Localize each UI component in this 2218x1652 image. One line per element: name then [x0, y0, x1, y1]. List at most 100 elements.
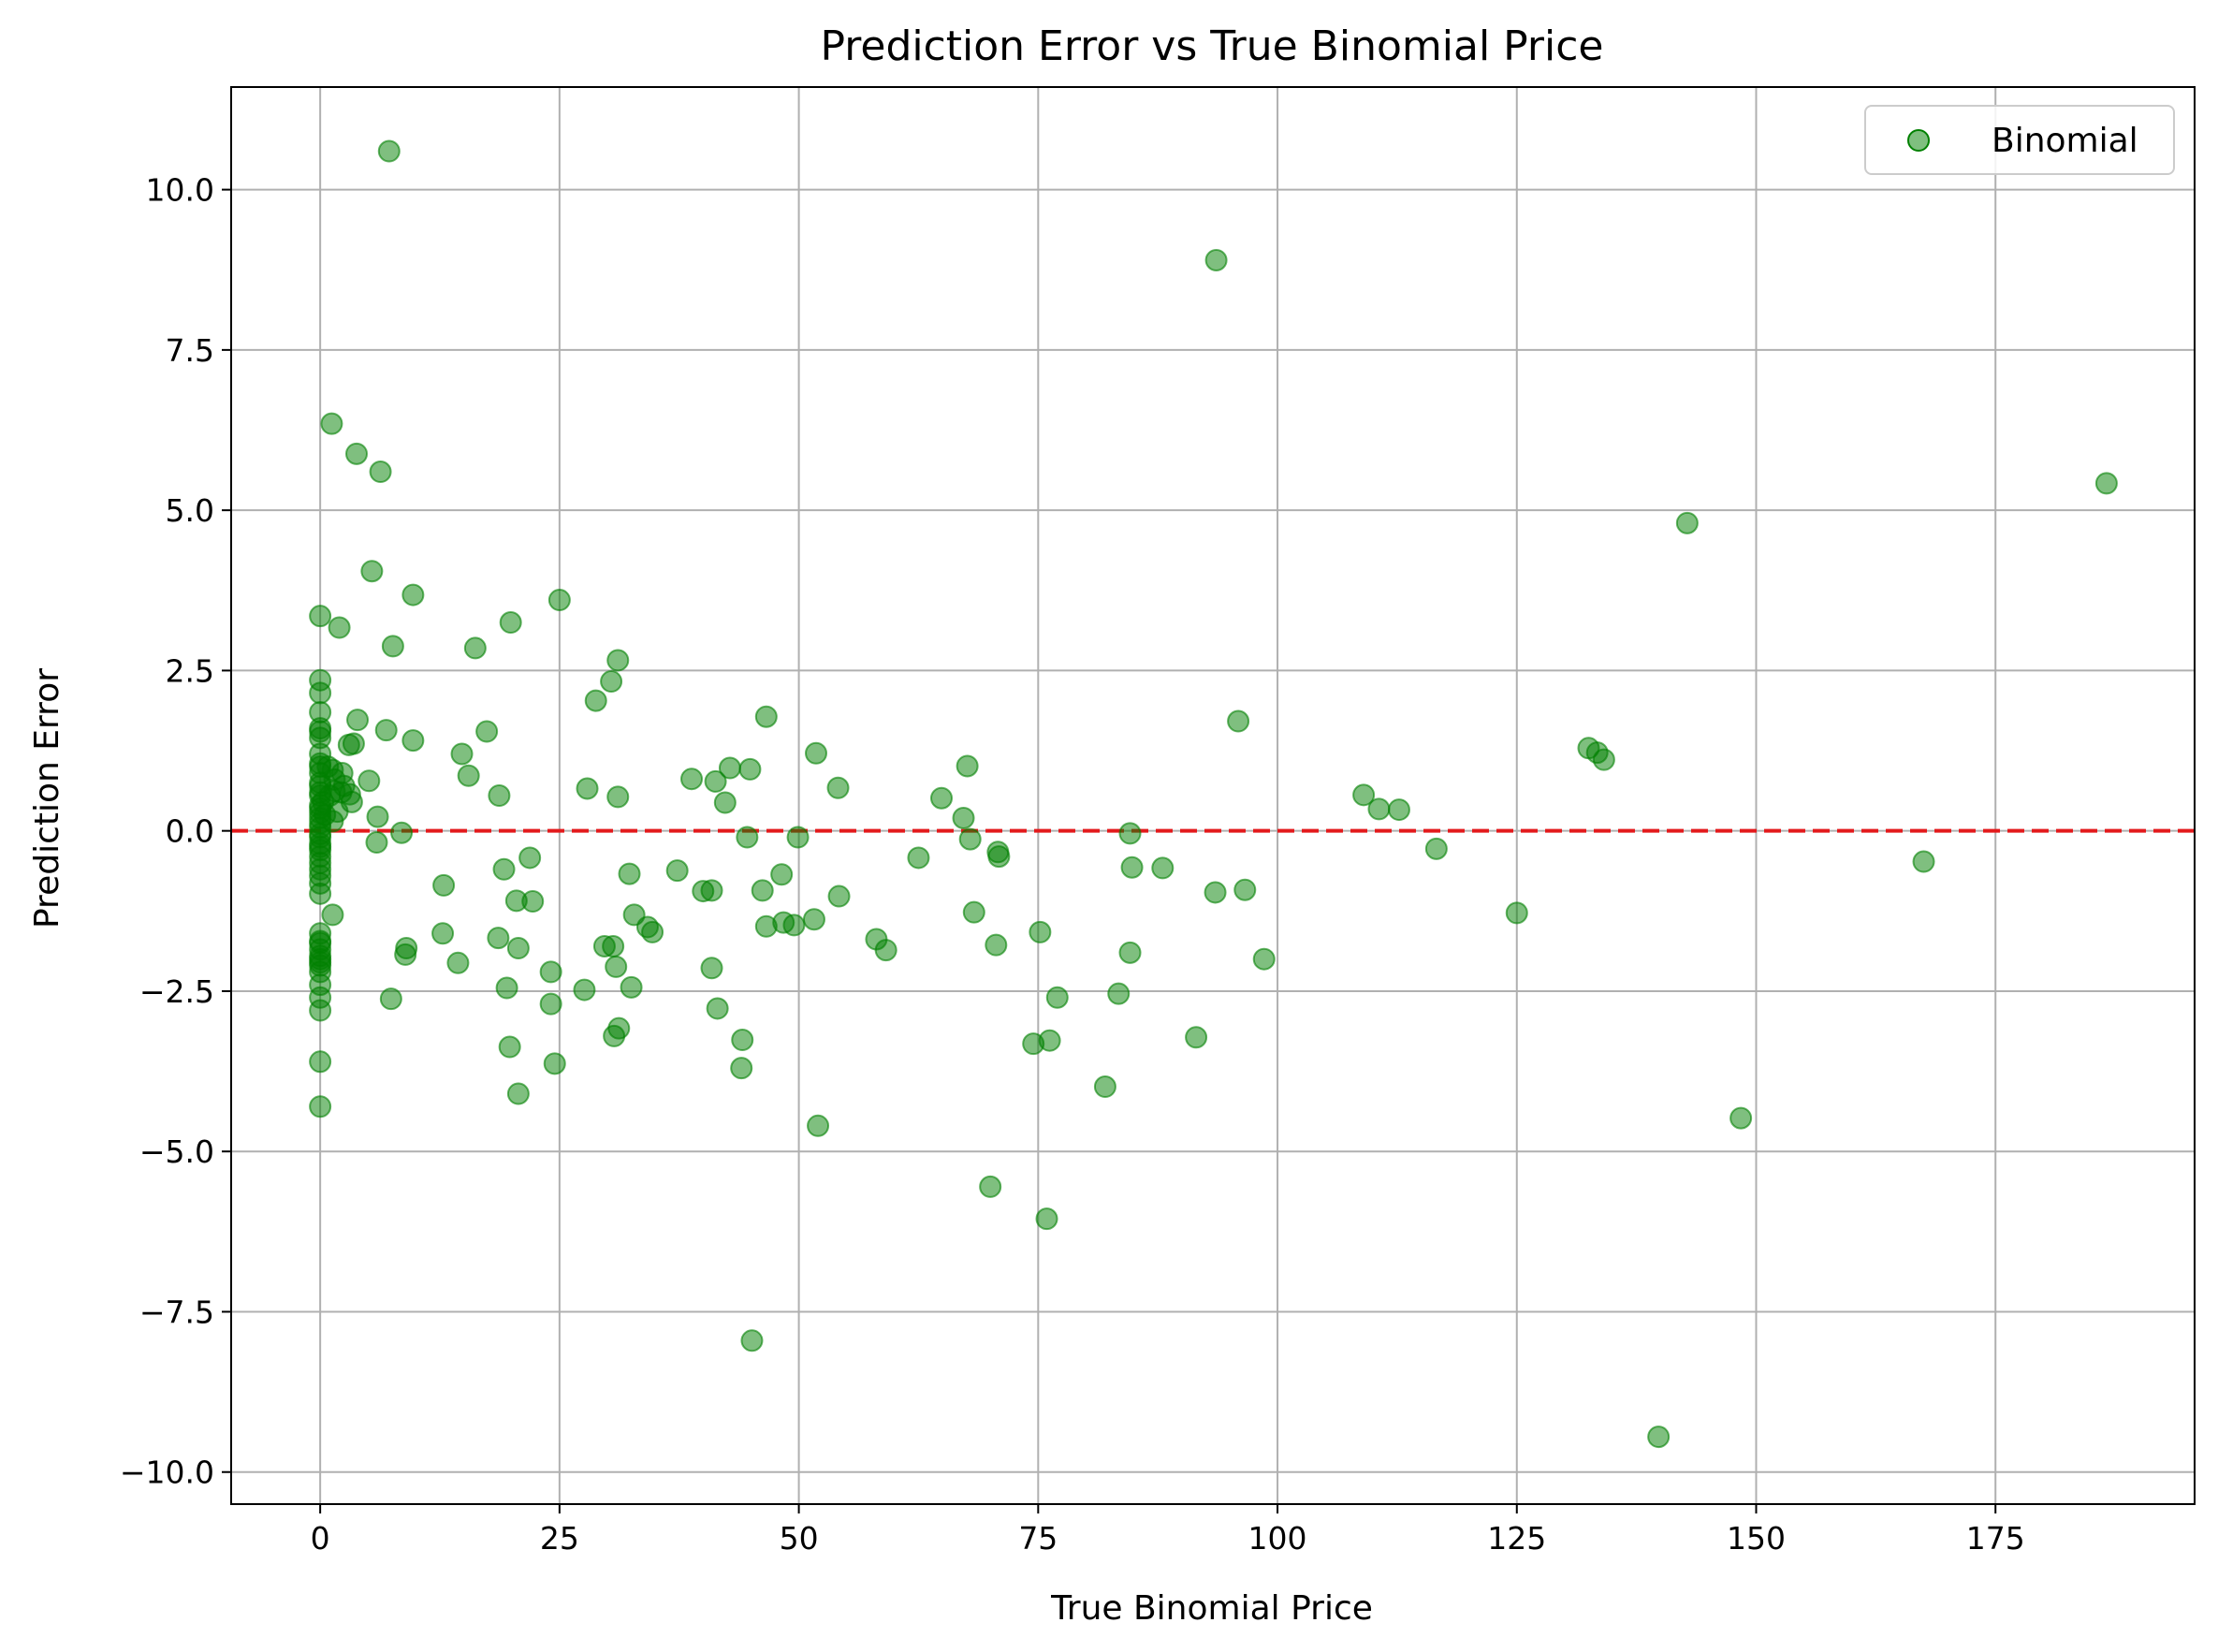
scatter-point [431, 922, 455, 945]
scatter-point [369, 461, 392, 484]
scatter-point [379, 987, 402, 1011]
y-tick-label: −10.0 [120, 1455, 214, 1491]
scatter-point [952, 806, 975, 829]
y-axis-label: Prediction Error [28, 668, 66, 928]
scatter-point [345, 442, 369, 465]
x-tick-label: 150 [1727, 1520, 1786, 1557]
scatter-point [547, 589, 571, 612]
scatter-point [381, 635, 404, 658]
scatter-point [329, 781, 353, 804]
scatter-point [573, 978, 596, 1001]
scatter-point [401, 729, 425, 753]
scatter-point [360, 560, 384, 583]
scatter-point [450, 742, 474, 766]
scatter-point [521, 890, 545, 914]
y-tick-label: −5.0 [139, 1133, 214, 1170]
scatter-point [802, 908, 825, 931]
scatter-point [907, 846, 930, 870]
scatter-point [1093, 1075, 1116, 1099]
scatter-point [874, 939, 897, 962]
scatter-point [704, 769, 727, 793]
scatter-point [680, 768, 704, 791]
scatter-point [394, 943, 417, 966]
scatter-point [1107, 982, 1131, 1005]
scatter-point [605, 955, 628, 978]
scatter-point [706, 997, 729, 1020]
scatter-point [457, 764, 480, 787]
scatter-point [463, 636, 487, 660]
y-tick-label: −7.5 [139, 1294, 214, 1330]
scatter-point [1729, 1106, 1753, 1130]
x-tick-label: 100 [1248, 1520, 1307, 1557]
chart-title: Prediction Error vs True Binomial Price [820, 22, 1603, 70]
scatter-point [1387, 798, 1410, 822]
scatter-point [1424, 837, 1448, 860]
scatter-point [1505, 901, 1528, 925]
scatter-point [487, 927, 510, 950]
scatter-point [979, 1175, 1002, 1198]
scatter-point [358, 769, 381, 793]
scatter-point [700, 957, 723, 980]
scatter-point [328, 616, 351, 639]
x-tick-label: 50 [780, 1520, 819, 1557]
scatter-point [618, 862, 641, 885]
y-tick-label: 5.0 [166, 492, 214, 529]
scatter-point [740, 1329, 764, 1352]
scatter-point [1675, 511, 1699, 534]
scatter-point [499, 611, 522, 635]
scatter-point [962, 900, 985, 924]
scatter-point [488, 784, 511, 807]
scatter-point [309, 605, 332, 628]
scatter-point [1118, 941, 1142, 964]
scatter-point [786, 826, 810, 849]
scatter-point [309, 720, 332, 743]
scatter-point [495, 976, 518, 1000]
scatter-point [432, 873, 456, 897]
scatter-point [518, 846, 542, 870]
y-tick-label: 2.5 [166, 652, 214, 689]
scatter-point [309, 999, 332, 1022]
scatter-point [1118, 822, 1142, 845]
scatter-point [1647, 1425, 1671, 1449]
scatter-point [603, 1024, 626, 1047]
scatter-point [1185, 1026, 1208, 1049]
scatter-point [539, 992, 562, 1016]
scatter-point [2094, 472, 2118, 495]
scatter-point [987, 845, 1011, 869]
legend-label-binomial: Binomial [1992, 122, 2138, 160]
scatter-point [321, 903, 344, 927]
grid [231, 87, 2195, 1504]
scatter-point [956, 754, 979, 778]
y-tick-label: 10.0 [146, 172, 214, 209]
scatter-point [1367, 797, 1391, 821]
scatter-point [1204, 881, 1227, 904]
scatter-point [782, 914, 806, 937]
plot-area-frame [230, 86, 2196, 1505]
scatter-point [1029, 920, 1052, 943]
scatter-point [731, 1029, 754, 1052]
scatter-point [754, 914, 778, 938]
scatter-point [930, 786, 954, 810]
scatter-point [592, 934, 616, 958]
x-tick-label: 25 [540, 1520, 579, 1557]
scatter-point [576, 777, 599, 800]
scatter-point [377, 139, 401, 163]
scatter-point [401, 583, 425, 607]
scatter-point [1912, 850, 1935, 873]
legend-box [1864, 105, 2175, 175]
scatter-point [620, 975, 643, 999]
scatter-point [1035, 1207, 1058, 1231]
y-tick-label: 0.0 [166, 813, 214, 850]
scatter-point [506, 1082, 530, 1105]
scatter-point [1151, 856, 1175, 880]
scatter-point [751, 879, 774, 902]
scatter-point [958, 827, 982, 851]
scatter-point [827, 884, 851, 908]
scatter-point [506, 937, 530, 960]
scatter-point [1227, 709, 1250, 733]
scatter-point [342, 732, 365, 755]
axis-ticks: 0 25 50 75 100 125 150 175 −10.0 −7.5 −5.0 −2.5 0.0 2… [120, 172, 2025, 1557]
scatter-point [606, 649, 630, 672]
scatter-point [492, 857, 516, 881]
scatter-point [584, 689, 607, 712]
